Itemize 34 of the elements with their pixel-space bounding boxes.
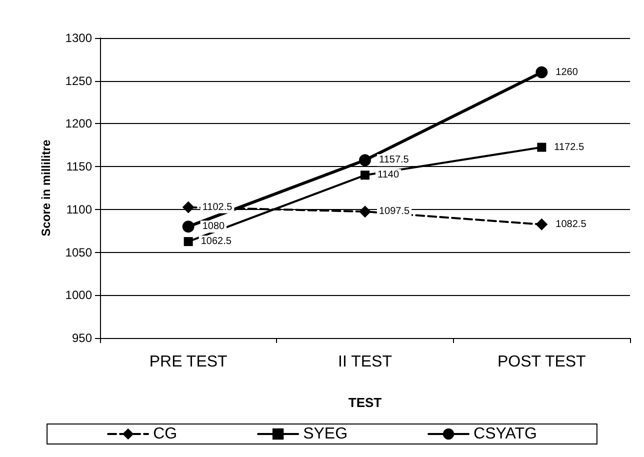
data-label: 1097.5 [379,206,410,218]
y-tick-label: 1150 [66,160,92,174]
y-tick-label: 950 [72,331,92,345]
y-axis-title: Score in millilitre [39,139,53,236]
legend-label: SYEG [303,426,348,442]
y-tick-label: 1000 [65,288,92,302]
point [182,201,194,214]
data-label: 1260 [556,66,578,78]
y-tick-label: 1300 [65,31,92,45]
point [184,237,193,246]
point [359,154,371,166]
data-label: 1157.5 [379,154,410,166]
y-tick-label: 1250 [65,74,92,88]
point [359,206,371,218]
x-tick-label: PRE TEST [149,354,228,370]
point [536,66,548,78]
data-label: 1140 [378,170,400,181]
y-tick-label: 1200 [65,116,92,131]
x-axis-title: TEST [348,395,382,410]
data-label: 1102.5 [202,202,233,213]
data-label: 1080 [202,221,226,232]
point [360,170,370,180]
point [182,220,194,233]
data-label: 1172.5 [554,142,584,153]
point [537,142,546,152]
point [536,218,548,230]
y-tick-label: 1050 [65,245,92,260]
x-tick-label: II TEST [338,354,392,370]
data-label: 1082.5 [556,218,587,230]
legend-label: CSYATG [474,426,537,442]
legend-label: CG [153,426,178,442]
data-label: 1062.5 [200,236,232,248]
y-tick-label: 1100 [66,202,92,216]
x-tick-label: POST TEST [498,354,586,370]
